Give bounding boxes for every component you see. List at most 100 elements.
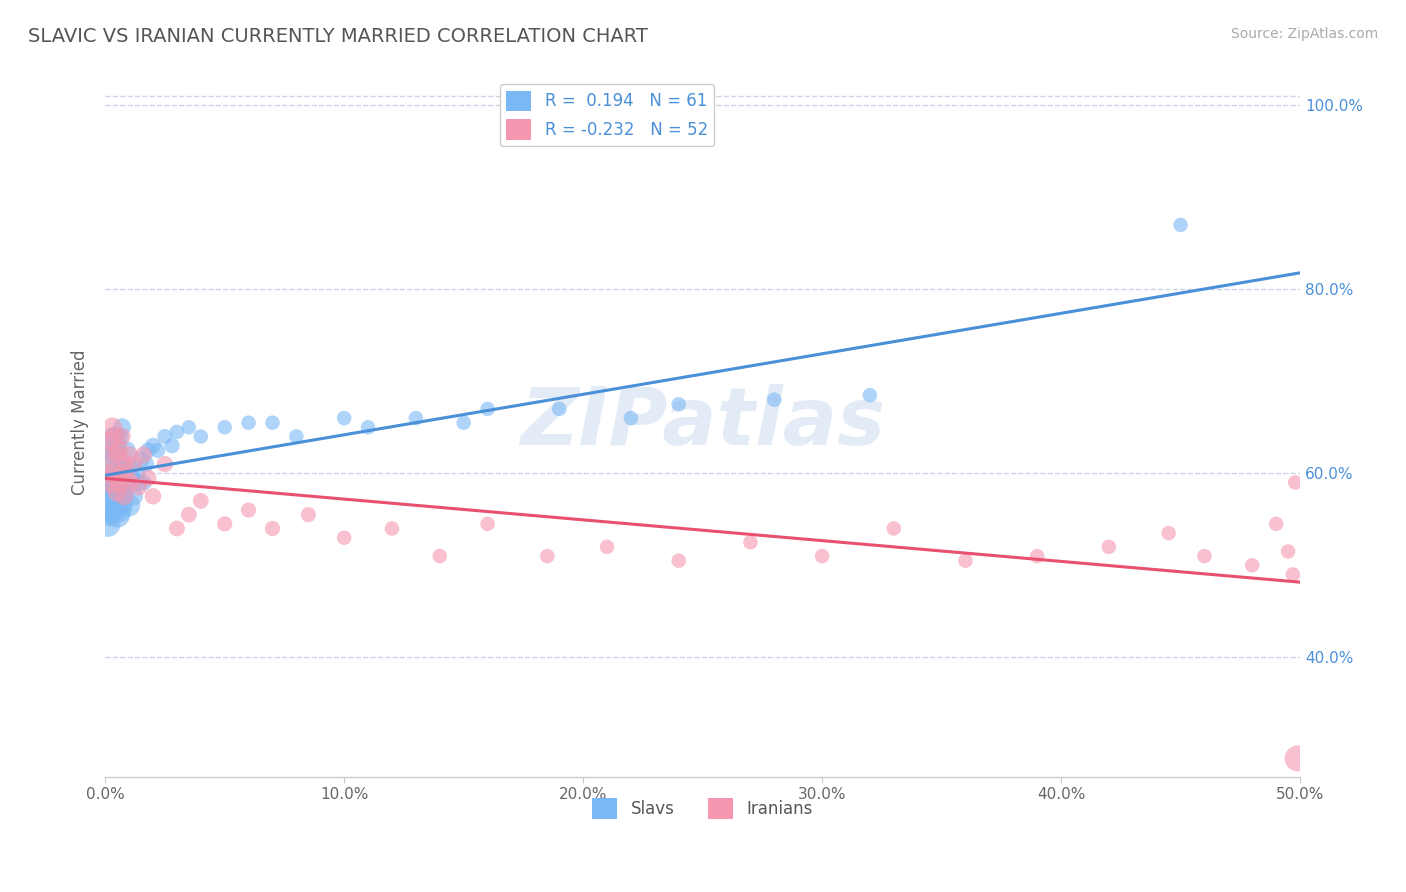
Point [101,475,124,490]
Point [668,397,690,411]
Point [1277,544,1299,558]
Point [104,429,127,443]
Point [136,471,159,485]
Point [128,480,150,494]
Point [118,448,141,462]
Y-axis label: Currently Married: Currently Married [72,350,89,495]
Point [135,457,157,471]
Point [108,503,131,517]
Point [620,411,643,425]
Point [668,554,690,568]
Point [105,448,128,462]
Point [166,521,188,535]
Point [105,508,128,522]
Point [104,494,127,508]
Point [1265,516,1288,531]
Point [104,471,127,485]
Point [101,489,124,503]
Point [238,503,260,517]
Point [1026,549,1049,563]
Point [177,420,200,434]
Point [142,489,165,503]
Point [262,416,284,430]
Point [596,540,619,554]
Point [1170,218,1192,232]
Point [105,467,128,481]
Point [859,388,882,402]
Point [1157,526,1180,541]
Legend: Slavs, Iranians: Slavs, Iranians [586,791,820,825]
Point [111,429,134,443]
Point [477,516,499,531]
Point [98,467,121,481]
Point [111,467,134,481]
Point [118,461,141,475]
Point [136,443,159,458]
Point [104,484,127,499]
Point [125,467,148,481]
Text: SLAVIC VS IRANIAN CURRENTLY MARRIED CORRELATION CHART: SLAVIC VS IRANIAN CURRENTLY MARRIED CORR… [28,27,648,45]
Point [115,443,138,458]
Point [190,429,212,443]
Point [381,521,404,535]
Point [108,457,131,471]
Point [262,521,284,535]
Point [132,448,155,462]
Point [118,499,141,513]
Point [146,443,169,458]
Point [112,489,135,503]
Point [453,416,475,430]
Point [97,475,120,490]
Point [477,401,499,416]
Point [98,508,121,522]
Point [121,471,143,485]
Text: ZIPatlas: ZIPatlas [520,384,886,462]
Point [105,484,128,499]
Point [101,452,124,467]
Point [112,489,135,503]
Point [177,508,200,522]
Point [955,554,977,568]
Point [101,503,124,517]
Point [104,429,127,443]
Text: Source: ZipAtlas.com: Source: ZipAtlas.com [1230,27,1378,41]
Point [763,392,786,407]
Point [98,448,121,462]
Point [1241,558,1264,573]
Point [98,434,121,448]
Point [115,475,138,490]
Point [104,467,127,481]
Point [811,549,834,563]
Point [108,429,131,443]
Point [104,448,127,462]
Point [1282,567,1305,582]
Point [405,411,427,425]
Point [122,457,145,471]
Point [1194,549,1216,563]
Point [142,439,165,453]
Point [883,521,905,535]
Point [536,549,558,563]
Point [122,489,145,503]
Point [548,401,571,416]
Point [111,480,134,494]
Point [111,420,134,434]
Point [97,516,120,531]
Point [108,475,131,490]
Point [1098,540,1121,554]
Point [105,489,128,503]
Point [128,475,150,490]
Point [1286,751,1309,765]
Point [1284,475,1306,490]
Point [115,471,138,485]
Point [101,420,124,434]
Point [333,411,356,425]
Point [153,429,176,443]
Point [166,425,188,439]
Point [98,443,121,458]
Point [121,475,143,490]
Point [108,480,131,494]
Point [153,457,176,471]
Point [101,429,124,443]
Point [333,531,356,545]
